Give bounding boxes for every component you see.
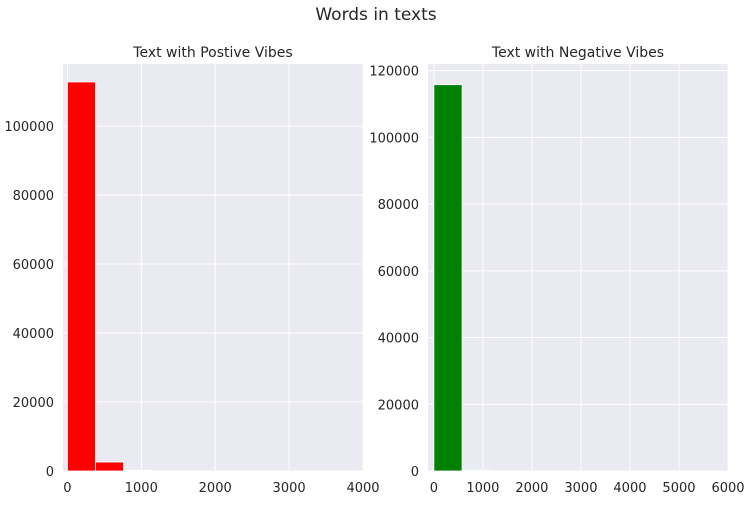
positive-histogram-bar-0 xyxy=(67,81,96,472)
negative-y-tick-label: 0 xyxy=(411,465,419,480)
negative-y-tick-label: 60000 xyxy=(378,265,419,280)
negative-x-tick-label: 0 xyxy=(430,481,438,496)
positive-y-tick-label: 100000 xyxy=(4,120,54,135)
negative-histogram-bar-0 xyxy=(433,84,463,472)
negative-y-tick-label: 100000 xyxy=(369,131,419,146)
figure-title: Words in texts xyxy=(315,5,436,25)
negative-plot-area xyxy=(428,64,728,471)
negative-y-tick-label: 120000 xyxy=(369,65,419,80)
negative-x-tick-label: 1000 xyxy=(466,481,499,496)
negative-x-tick-label: 5000 xyxy=(662,481,695,496)
negative-x-tick-label: 4000 xyxy=(613,481,646,496)
negative-y-tick-label: 40000 xyxy=(378,332,419,347)
positive-x-tick-label: 3000 xyxy=(273,481,306,496)
positive-panel-title: Text with Postive Vibes xyxy=(132,45,292,61)
positive-y-tick-label: 60000 xyxy=(13,258,54,273)
negative-histogram-bar-1 xyxy=(461,469,491,472)
positive-x-tick-label: 2000 xyxy=(199,481,232,496)
negative-x-tick-label: 3000 xyxy=(564,481,597,496)
positive-x-tick-label: 4000 xyxy=(346,481,379,496)
negative-y-tick-label: 80000 xyxy=(378,198,419,213)
positive-y-tick-label: 0 xyxy=(46,465,54,480)
negative-x-tick-label: 6000 xyxy=(711,481,744,496)
negative-y-tick-label: 20000 xyxy=(378,398,419,413)
negative-panel-title: Text with Negative Vibes xyxy=(491,45,664,61)
positive-histogram-bar-1 xyxy=(95,461,124,472)
positive-x-tick-label: 1000 xyxy=(125,481,158,496)
positive-x-tick-label: 0 xyxy=(63,481,71,496)
positive-y-tick-label: 20000 xyxy=(13,396,54,411)
positive-y-tick-label: 80000 xyxy=(13,189,54,204)
positive-vibes-panel: Text with Postive Vibes 0 1000 2000 3000 4000… xyxy=(4,45,379,496)
negative-x-tick-label: 2000 xyxy=(515,481,548,496)
positive-plot-area xyxy=(63,64,363,471)
positive-histogram-bar-2 xyxy=(123,469,153,472)
positive-y-tick-label: 40000 xyxy=(13,327,54,342)
negative-vibes-panel: Text with Negative Vibes 0 1000 2000 3000 400… xyxy=(369,45,744,496)
